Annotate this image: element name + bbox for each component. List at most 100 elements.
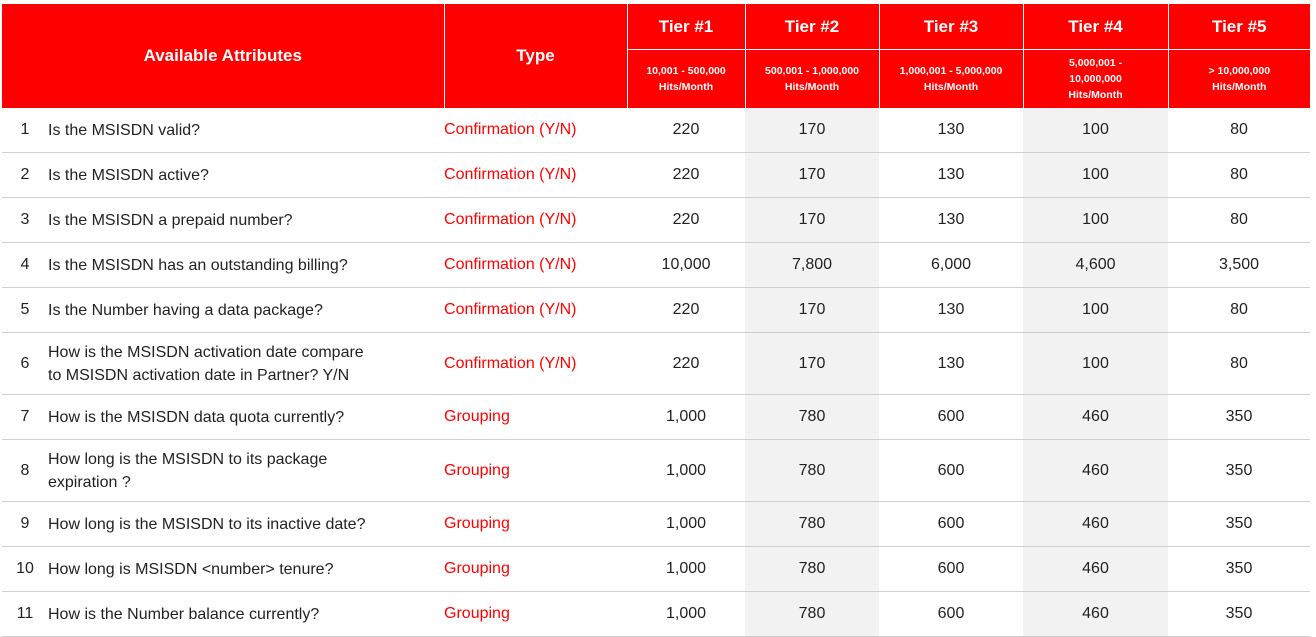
- tier-5-price: 350: [1225, 461, 1253, 479]
- tier-4-price: 100: [1023, 197, 1169, 243]
- table-row: 5 Is the Number having a data package? Con…: [2, 287, 1311, 333]
- tier-range-line: 10,001 - 500,000: [646, 65, 726, 77]
- attribute-cell: How long is the MSISDN to its package exp…: [48, 440, 444, 502]
- tier-4-price: 460: [1023, 394, 1169, 440]
- table-row: 8 How long is the MSISDN to its package ex…: [2, 439, 1311, 502]
- tier-2-header: Tier #2: [745, 4, 880, 50]
- tier-1-price: 1,000: [665, 515, 707, 532]
- table-row: 1 Is the MSISDN valid? Confirmation (Y/N) 2…: [2, 108, 1311, 153]
- type-cell: Grouping: [444, 408, 510, 425]
- tier-3-price: 130: [937, 211, 965, 228]
- type-cell: Grouping: [444, 461, 510, 479]
- row-number: 11: [16, 605, 34, 622]
- tier-5-price: 80: [1230, 301, 1248, 318]
- tier-range-line: 5,000,001 -: [1068, 57, 1123, 69]
- tier-range-line: 1,000,001 - 5,000,000: [899, 65, 1003, 77]
- tier-1-price: 1,000: [665, 408, 707, 425]
- tier-5-price: 350: [1225, 605, 1253, 622]
- tier-1-price: 10,000: [661, 256, 711, 273]
- type-cell: Confirmation (Y/N): [444, 354, 577, 372]
- tier-3-price: 130: [937, 301, 965, 318]
- tier-4-price: 460: [1023, 546, 1169, 592]
- tier-1-price: 1,000: [665, 560, 707, 577]
- type-cell: Grouping: [444, 515, 510, 532]
- pricing-table: Available Attributes Type Tier #1 Tier #…: [2, 4, 1311, 637]
- attribute-text: How is the Number balance currently?: [48, 605, 320, 623]
- tier-4-header: Tier #4: [1023, 4, 1169, 50]
- tier-range-line: 500,001 - 1,000,000: [765, 65, 860, 77]
- tier-range-line: 10,000,000: [1069, 73, 1122, 85]
- tier-3-price: 130: [937, 166, 965, 183]
- tier-3-price: 600: [937, 560, 965, 577]
- tier-3-header: Tier #3: [879, 4, 1024, 50]
- row-number: 2: [20, 166, 30, 183]
- tier-3-price: 6,000: [930, 256, 972, 273]
- attribute-cell: Is the MSISDN a prepaid number?: [48, 198, 444, 243]
- attribute-cell: How is the MSISDN data quota currently?: [48, 395, 444, 440]
- table-row: 3 Is the MSISDN a prepaid number? Confirma…: [2, 197, 1311, 243]
- tier-4-price: 4,600: [1023, 242, 1169, 288]
- table-row: 7 How is the MSISDN data quota currently?…: [2, 394, 1311, 440]
- tier-4-price: 460: [1023, 591, 1169, 637]
- tier-3-range: 1,000,001 - 5,000,000 Hits/Month: [879, 49, 1024, 108]
- tier-5-range: > 10,000,000 Hits/Month: [1168, 49, 1311, 108]
- attribute-cell: Is the Number having a data package?: [48, 288, 444, 333]
- row-number: 10: [16, 560, 34, 577]
- tier-4-price: 100: [1023, 287, 1169, 333]
- tier-2-price: 780: [745, 591, 880, 637]
- row-number: 5: [20, 301, 30, 318]
- attribute-text: How is the MSISDN activation date compar…: [48, 343, 364, 361]
- attribute-text: expiration ?: [48, 473, 131, 491]
- table-row: 6 How is the MSISDN activation date compa…: [2, 332, 1311, 395]
- attribute-cell: How long is MSISDN <number> tenure?: [48, 547, 444, 592]
- type-cell: Confirmation (Y/N): [444, 121, 577, 138]
- tier-1-price: 220: [672, 354, 700, 372]
- tier-range-line: > 10,000,000: [1208, 65, 1271, 77]
- attribute-text: Is the MSISDN has an outstanding billing…: [48, 256, 348, 274]
- tier-range-line: Hits/Month: [784, 81, 840, 93]
- tier-4-price: 100: [1023, 108, 1169, 153]
- tier-4-price: 460: [1023, 501, 1169, 547]
- tier-4-range: 5,000,001 - 10,000,000 Hits/Month: [1023, 49, 1169, 108]
- attribute-cell: Is the MSISDN valid?: [48, 108, 444, 153]
- tier-1-price: 1,000: [665, 605, 707, 622]
- attribute-cell: How long is the MSISDN to its inactive d…: [48, 502, 444, 547]
- row-number: 6: [20, 354, 30, 372]
- tier-1-price: 220: [672, 121, 700, 138]
- attributes-header: Available Attributes: [2, 4, 445, 108]
- tier-2-price: 780: [745, 394, 880, 440]
- tier-2-price: 170: [745, 332, 880, 395]
- type-cell: Confirmation (Y/N): [444, 256, 577, 273]
- tier-2-range: 500,001 - 1,000,000 Hits/Month: [745, 49, 880, 108]
- tier-range-row: 10,001 - 500,000 Hits/Month 500,001 - 1,…: [2, 49, 1311, 108]
- header-row: Available Attributes Type Tier #1 Tier #…: [2, 4, 1311, 108]
- tier-1-price: 220: [672, 211, 700, 228]
- tier-1-price: 1,000: [665, 461, 707, 479]
- tier-3-price: 130: [937, 121, 965, 138]
- row-number: 7: [20, 408, 30, 425]
- attribute-text: How long is the MSISDN to its package: [48, 450, 328, 468]
- tier-5-header: Tier #5: [1168, 4, 1311, 50]
- tier-3-price: 600: [937, 605, 965, 622]
- tier-4-price: 100: [1023, 332, 1169, 395]
- tier-2-price: 780: [745, 546, 880, 592]
- attribute-cell: Is the MSISDN has an outstanding billing…: [48, 243, 444, 288]
- tier-5-price: 80: [1230, 166, 1248, 183]
- attribute-text: to MSISDN activation date in Partner? Y/…: [48, 366, 350, 384]
- tier-5-price: 80: [1230, 354, 1248, 372]
- tier-2-price: 780: [745, 501, 880, 547]
- attribute-text: Is the MSISDN valid?: [48, 121, 201, 139]
- type-cell: Confirmation (Y/N): [444, 301, 577, 318]
- tier-4-price: 460: [1023, 439, 1169, 502]
- tier-1-range: 10,001 - 500,000 Hits/Month: [627, 49, 746, 108]
- tier-3-price: 130: [937, 354, 965, 372]
- type-header: Type: [444, 4, 628, 108]
- tier-1-price: 220: [672, 301, 700, 318]
- tier-5-price: 350: [1225, 408, 1253, 425]
- attribute-cell: Is the MSISDN active?: [48, 153, 444, 198]
- tier-2-price: 780: [745, 439, 880, 502]
- tier-5-price: 80: [1230, 121, 1248, 138]
- tier-5-price: 3,500: [1218, 256, 1260, 273]
- tier-3-price: 600: [937, 408, 965, 425]
